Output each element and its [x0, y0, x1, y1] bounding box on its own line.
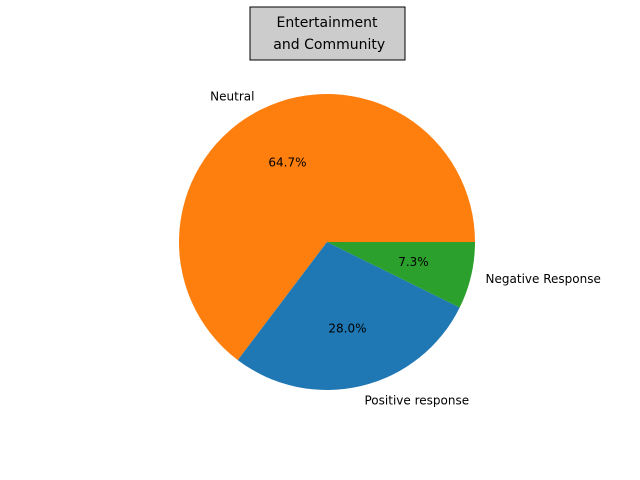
slice-label-negative-response: Negative Response [486, 272, 601, 286]
pct-label-positive-response: 28.0% [328, 321, 366, 335]
pie-labels: Neutral 64.7% Positive response 28.0% Negati… [210, 89, 601, 407]
slice-label-positive-response: Positive response [365, 393, 470, 407]
pie-slice-positive-response [237, 242, 460, 390]
slice-label-neutral: Neutral [210, 89, 254, 103]
pie-slice-neutral [179, 94, 476, 361]
chart-title-box [249, 6, 406, 61]
pie-slices [179, 94, 476, 390]
pct-label-negative-response: 7.3% [398, 255, 429, 269]
pie-slice-negative-response [327, 242, 475, 308]
pct-label-neutral: 64.7% [268, 156, 306, 170]
chart-title: Entertainment and Community [249, 6, 406, 61]
chart-title-line-2: and Community [269, 37, 385, 53]
chart-title-line-1: Entertainment [276, 15, 378, 31]
